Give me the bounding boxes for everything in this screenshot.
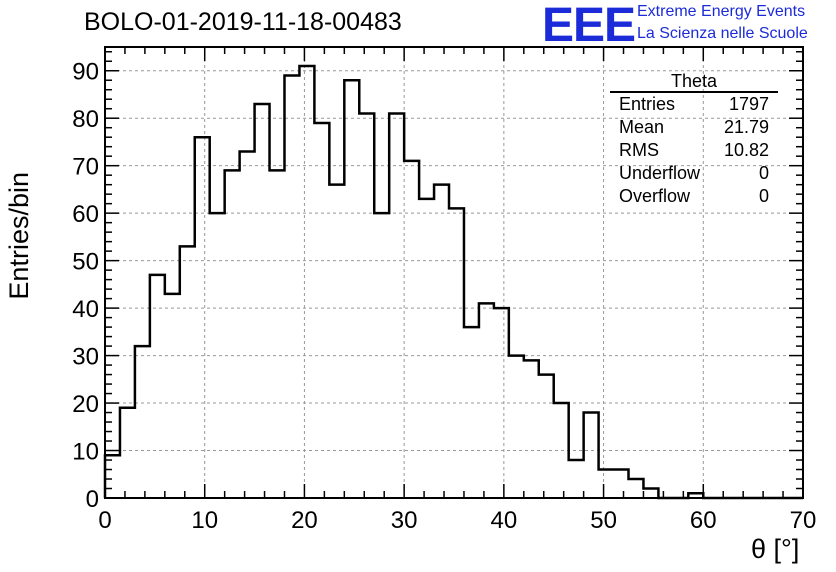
x-tick-label: 60 [690, 507, 717, 534]
histogram-series [103, 64, 803, 500]
x-tick-label: 20 [291, 507, 318, 534]
stats-value: 10.82 [723, 140, 769, 160]
stats-box: Theta Entries 1797 Mean 21.79 RMS 10.82 Und… [610, 71, 778, 208]
x-axis-label: θ [°] [751, 534, 800, 564]
y-tick-label: 70 [72, 154, 99, 181]
stats-label: Mean [619, 117, 665, 137]
y-tick-label: 90 [72, 59, 99, 86]
axis-ticks [104, 47, 804, 499]
stats-label: RMS [619, 140, 659, 160]
y-tick-label: 50 [72, 249, 99, 276]
stats-row: RMS 10.82 [610, 139, 778, 162]
y-tick-label: 60 [72, 201, 99, 228]
x-tick-label: 0 [98, 507, 111, 534]
plot-frame [104, 46, 804, 499]
stats-row: Mean 21.79 [610, 116, 778, 139]
stats-value: 21.79 [723, 117, 769, 137]
eee-logo: EEE [542, 0, 636, 52]
stats-value: 0 [758, 186, 769, 206]
stats-value: 0 [758, 163, 769, 183]
brand-line-2: La Scienza nelle Scuole [637, 25, 808, 42]
x-tick-label: 50 [590, 507, 617, 534]
x-tick-label: 30 [391, 507, 418, 534]
stats-row: Entries 1797 [610, 93, 778, 116]
y-tick-label: 0 [86, 486, 99, 513]
y-axis-label: Entries/bin [4, 172, 34, 300]
brand-line-1: Extreme Energy Events [637, 3, 806, 20]
stats-row: Overflow 0 [610, 185, 778, 208]
x-tick-label: 40 [491, 507, 518, 534]
y-tick-label: 40 [72, 296, 99, 323]
stats-value: 1797 [728, 94, 769, 114]
stats-label: Underflow [619, 163, 701, 183]
y-tick-label: 30 [72, 344, 99, 371]
x-tick-label: 10 [191, 507, 218, 534]
y-tick-label: 20 [72, 391, 99, 418]
stats-label: Entries [619, 94, 676, 114]
stats-label: Overflow [619, 186, 691, 206]
y-tick-label: 80 [72, 106, 99, 133]
stats-name: Theta [610, 71, 778, 93]
chart-title: BOLO-01-2019-11-18-00483 [84, 8, 402, 36]
x-tick-label: 70 [790, 507, 817, 534]
tick-labels: 0 10 20 30 40 50 60 70 0 10 20 30 40 50 60 70 80 90 [72, 59, 816, 534]
stats-row: Underflow 0 [610, 162, 778, 185]
grid-lines [105, 47, 803, 498]
y-tick-label: 10 [72, 439, 99, 466]
